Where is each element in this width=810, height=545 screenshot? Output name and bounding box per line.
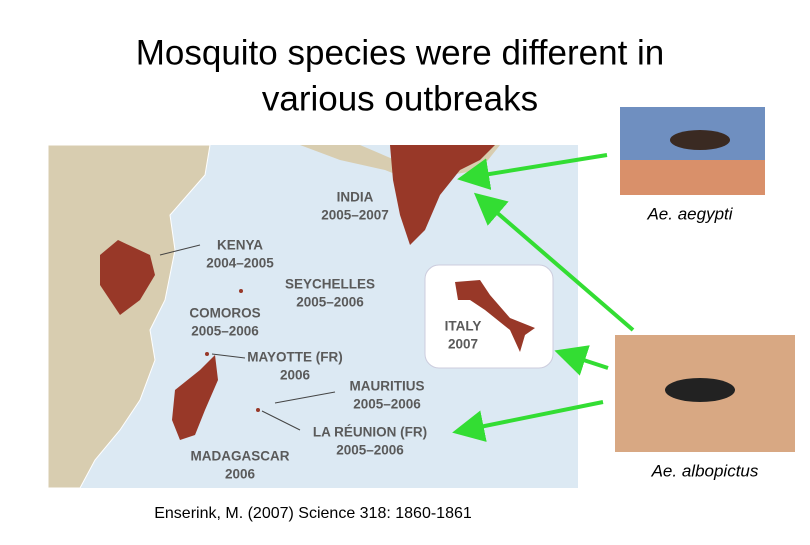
mosquito [665,378,735,402]
region-name: COMOROS [189,306,260,321]
leader [261,410,301,431]
arrow [457,153,608,190]
region-years: 2005–2007 [321,208,389,223]
region-name: LA RÉUNION (FR) [313,425,427,440]
region-years: 2004–2005 [206,256,274,271]
leader [274,391,336,404]
skin [620,160,765,195]
leader [159,244,201,256]
photo-aegypti [620,107,765,195]
photo-caption: Ae. albopictus [651,461,759,480]
reunion-dot [256,408,260,412]
region-years: 2006 [225,467,256,482]
mosquito [670,130,730,150]
region-name: KENYA [217,238,263,253]
title-line: Mosquito species were different in [136,33,665,72]
arrow [554,345,609,376]
africa [47,144,211,489]
region-name: MAYOTTE (FR) [247,350,343,365]
region-years: 2007 [448,337,478,352]
italy-shape [455,280,535,352]
madagascar-shape [172,355,218,440]
arrows [452,153,635,442]
kenya-shape [100,240,155,315]
citation: Enserink, M. (2007) Science 318: 1860-18… [154,505,472,522]
region-name: ITALY [445,319,482,334]
title-line: various outbreaks [262,79,538,118]
region-years: 2005–2006 [353,397,421,412]
mayotte-dot [205,352,209,356]
italy-box [424,264,554,369]
leader [211,353,246,359]
region-name: SEYCHELLES [285,277,375,292]
region-years: 2005–2006 [296,295,364,310]
photo-caption: Ae. aegypti [646,204,733,223]
arrow [473,192,635,332]
region-years: 2005–2006 [191,324,259,339]
region-name: MAURITIUS [350,379,425,394]
india-shape [390,145,495,245]
seychelles-dot [239,289,243,293]
region-years: 2006 [280,368,311,383]
arrow [452,400,604,442]
region-name: INDIA [337,190,374,205]
region-name: MADAGASCAR [191,449,290,464]
photo-albopictus [615,335,795,452]
region-years: 2005–2006 [336,443,404,458]
